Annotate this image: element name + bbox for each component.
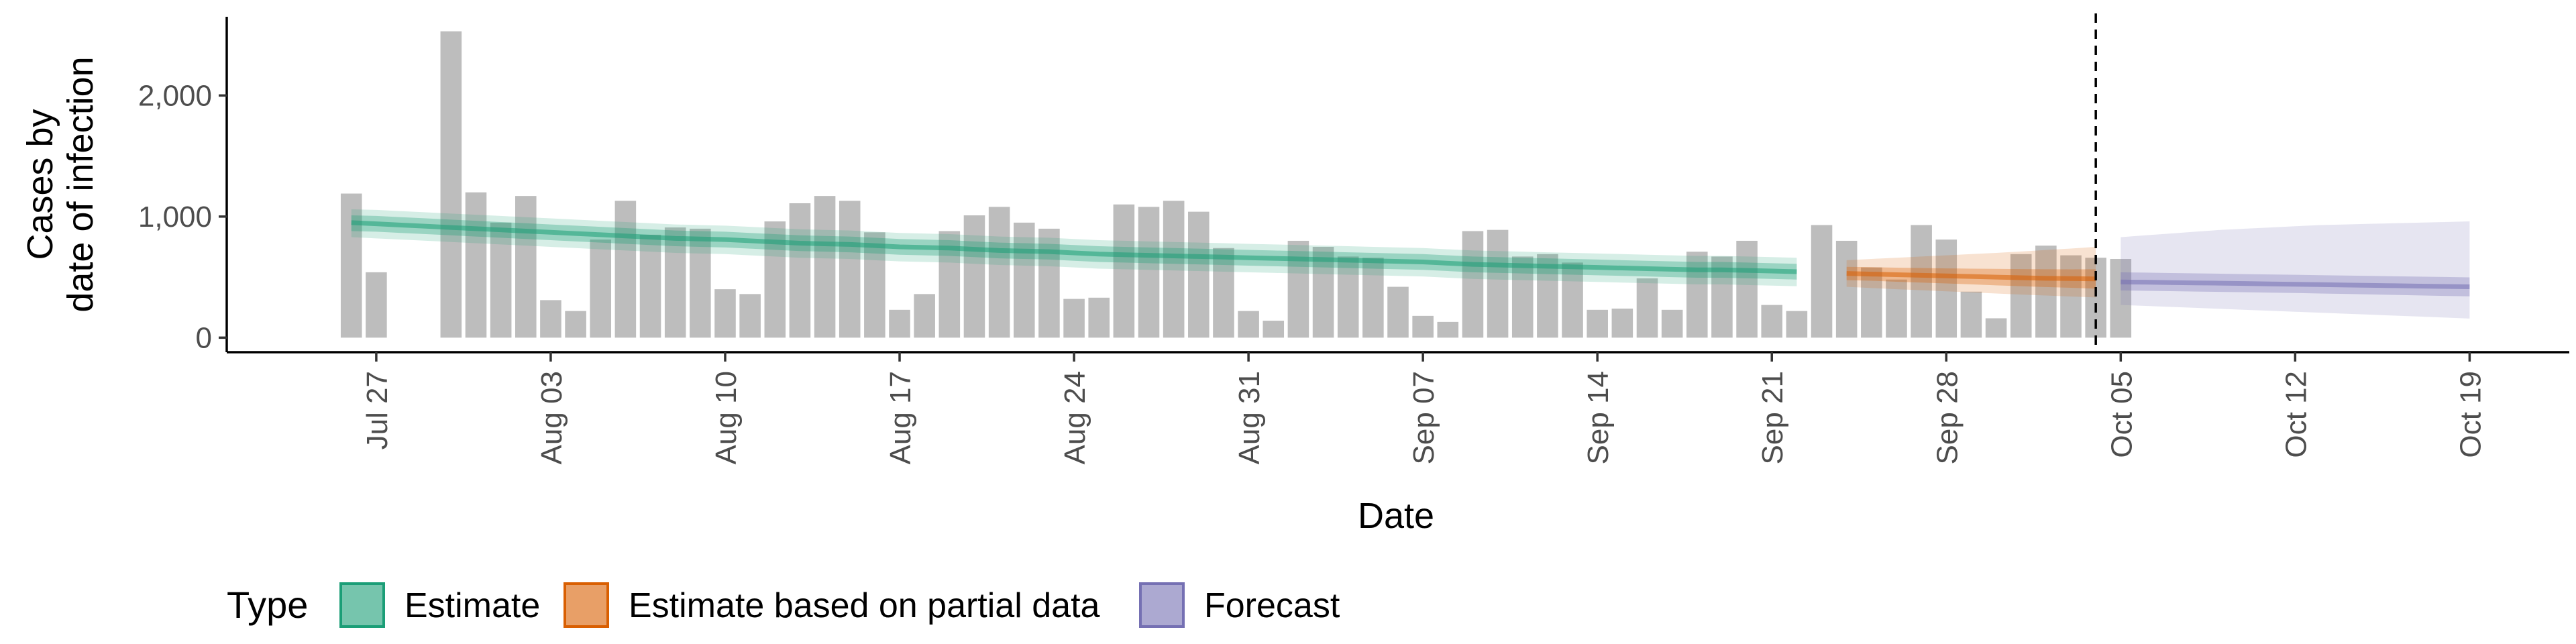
- case-bar: [366, 272, 387, 338]
- case-bar: [914, 294, 935, 338]
- case-bar: [1138, 207, 1160, 338]
- case-bar: [1412, 315, 1434, 338]
- legend-swatch: [1139, 582, 1185, 628]
- case-bar: [1511, 256, 1534, 338]
- case-bar: [1437, 321, 1459, 338]
- y-tick-label: 0: [196, 321, 212, 354]
- x-tick-label: Aug 10: [710, 371, 743, 464]
- case-bar: [2035, 246, 2057, 338]
- case-bar: [1611, 309, 1633, 338]
- y-tick-label: 1,000: [138, 201, 212, 233]
- case-bar: [465, 192, 487, 338]
- case-bar: [839, 201, 861, 338]
- x-axis-title: Date: [1358, 496, 1434, 536]
- case-bar: [340, 193, 362, 338]
- case-bar: [1038, 228, 1060, 338]
- x-tick-label: Sep 14: [1582, 371, 1615, 464]
- x-tick-label: Sep 28: [1931, 371, 1964, 464]
- case-bar: [1761, 305, 1783, 338]
- case-bar: [540, 300, 561, 338]
- x-tick-label: Sep 21: [1756, 371, 1789, 464]
- case-bar: [1113, 204, 1135, 338]
- x-tick-label: Oct 05: [2105, 371, 2138, 458]
- y-axis-title: Cases bydate of infection: [20, 56, 101, 312]
- case-bar: [440, 31, 462, 338]
- x-tick-label: Jul 27: [361, 371, 394, 449]
- case-bar: [864, 232, 885, 338]
- outer-band: [351, 209, 1797, 286]
- case-bar: [963, 215, 985, 338]
- case-bar: [739, 294, 761, 338]
- case-bar: [1835, 240, 1858, 338]
- case-bar: [1213, 248, 1234, 338]
- case-bar: [690, 228, 711, 338]
- case-bar: [814, 196, 836, 338]
- x-tick-label: Sep 07: [1407, 371, 1440, 464]
- outer-band: [1846, 246, 2096, 298]
- case-bar: [490, 222, 512, 338]
- legend-label: Estimate based on partial data: [629, 586, 1100, 625]
- case-bar: [1487, 229, 1509, 338]
- legend: Type Estimate Estimate based on partial da…: [227, 582, 1340, 628]
- legend-label: Estimate: [405, 586, 540, 625]
- axes-layer: 0 1,000 2,000 Jul 27 Aug 03 Aug 10 Aug 17 Aug 2…: [20, 17, 2569, 536]
- case-bar: [1636, 278, 1658, 338]
- legend-title: Type: [227, 584, 308, 626]
- case-bar: [1013, 222, 1035, 338]
- x-tick-label: Aug 17: [884, 371, 917, 464]
- case-bar: [1562, 262, 1583, 338]
- case-bar: [1188, 211, 1210, 338]
- case-bar: [1063, 299, 1085, 338]
- case-bar: [1861, 267, 1882, 338]
- y-tick-label: 2,000: [138, 79, 212, 112]
- case-bar: [789, 203, 811, 338]
- case-bar: [1587, 309, 1608, 338]
- x-tick-label: Aug 03: [535, 371, 568, 464]
- bands-layer: [351, 209, 2470, 319]
- x-tick-label: Oct 12: [2279, 371, 2312, 458]
- case-bar: [714, 289, 736, 338]
- case-bar: [2060, 255, 2082, 338]
- case-bar: [639, 234, 661, 338]
- median-line: [351, 220, 1797, 274]
- legend-swatch: [339, 582, 385, 628]
- x-tick-label: Oct 19: [2454, 371, 2487, 458]
- case-bar: [1686, 252, 1708, 338]
- case-bar: [1661, 309, 1683, 338]
- case-bar: [1786, 311, 1808, 338]
- case-bar: [1462, 231, 1484, 338]
- median-line: [1846, 271, 2096, 282]
- bars-layer: [340, 31, 2132, 338]
- case-bar: [1362, 258, 1384, 338]
- case-bar: [1935, 239, 1957, 338]
- case-bar: [515, 196, 537, 338]
- case-bar: [664, 227, 686, 338]
- case-bar: [889, 309, 910, 338]
- case-bar: [1337, 256, 1359, 338]
- case-bar: [1960, 291, 1982, 338]
- x-tick-label: Aug 31: [1233, 371, 1266, 464]
- case-bar: [1811, 225, 1833, 338]
- case-bar: [1387, 286, 1409, 338]
- case-bar: [1263, 321, 1285, 338]
- case-bar: [1088, 297, 1110, 338]
- case-bar: [2110, 259, 2132, 338]
- case-bar: [565, 311, 586, 338]
- case-bar: [1736, 240, 1758, 338]
- x-tick-label: Aug 24: [1059, 371, 1091, 464]
- outer-band: [2121, 221, 2470, 319]
- legend-swatch: [564, 582, 609, 628]
- case-bar: [1238, 311, 1259, 338]
- case-bar: [2010, 254, 2032, 338]
- case-bar: [988, 207, 1010, 338]
- median-line: [2121, 279, 2470, 290]
- case-bar: [1163, 201, 1185, 338]
- case-bar: [1985, 318, 2007, 338]
- case-bar: [614, 201, 637, 338]
- case-bar: [1886, 279, 1907, 338]
- case-bar: [590, 239, 612, 338]
- case-bar: [1911, 225, 1932, 338]
- legend-label: Forecast: [1204, 586, 1340, 625]
